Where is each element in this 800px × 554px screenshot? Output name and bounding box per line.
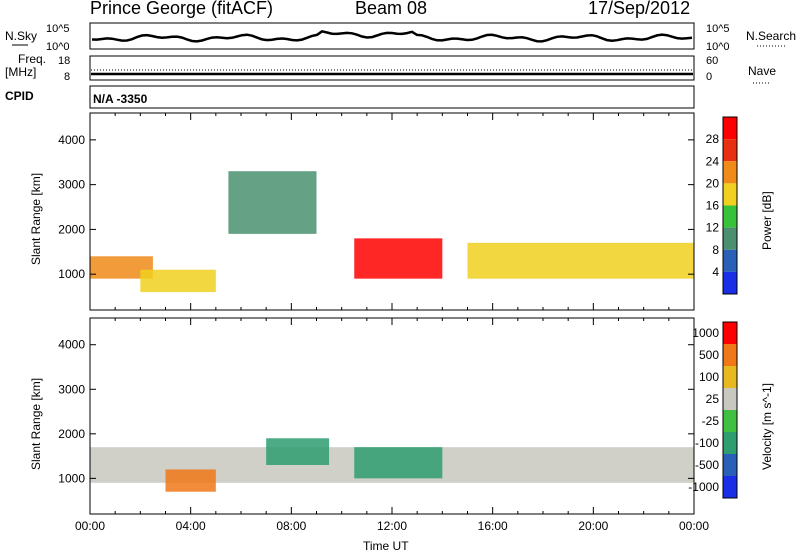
colorbar-tick-label: -25 xyxy=(702,414,720,428)
velocity-ylabel: Slant Range [km] xyxy=(29,378,43,470)
y-tick-label: 4000 xyxy=(58,338,85,352)
y-tick-label: 3000 xyxy=(58,382,85,396)
x-tick-label: 04:00 xyxy=(176,519,206,533)
freq-frame xyxy=(89,55,695,81)
power-cbar-label: Power [dB] xyxy=(760,191,774,250)
data-region xyxy=(467,242,694,279)
freq-rtick-top: 60 xyxy=(706,55,718,67)
colorbar-tick-label: 4 xyxy=(712,265,719,279)
colorbar-swatch xyxy=(723,205,737,228)
nsky-trace xyxy=(91,29,693,43)
y-tick-label: 2000 xyxy=(58,427,85,441)
freq-label-line1: Freq. xyxy=(18,52,46,66)
x-tick-label: 08:00 xyxy=(276,519,306,533)
freq-label-line2: [MHz] xyxy=(5,65,36,79)
nsky-frame xyxy=(89,22,695,50)
power-ylabel: Slant Range [km] xyxy=(29,173,43,265)
colorbar-tick-label: 100 xyxy=(699,370,719,384)
cpid-value: N/A -3350 xyxy=(93,92,148,106)
colorbar-tick-label: -1000 xyxy=(688,480,719,494)
velocity-cells xyxy=(90,438,694,492)
x-tick-label: 20:00 xyxy=(578,519,608,533)
power-cells xyxy=(90,171,694,293)
nave-label: Nave xyxy=(748,64,776,78)
power-xticks xyxy=(89,113,695,310)
colorbar-swatch xyxy=(723,249,737,272)
x-tick-label: 12:00 xyxy=(377,519,407,533)
colorbar-tick-label: 8 xyxy=(712,243,719,257)
nsky-rtick-top: 10^5 xyxy=(706,23,730,35)
colorbar-swatch xyxy=(723,410,737,432)
date-title: 17/Sep/2012 xyxy=(588,0,690,18)
data-region xyxy=(354,238,443,279)
station-title: Prince George (fitACF) xyxy=(90,0,273,18)
colorbar-tick-label: -100 xyxy=(695,436,719,450)
y-tick-label: 1000 xyxy=(58,471,85,485)
data-region xyxy=(266,438,330,465)
data-region xyxy=(165,469,216,492)
velocity-yticks: 1000 2000 3000 4000 xyxy=(58,338,694,485)
colorbar-tick-label: 24 xyxy=(706,154,720,168)
nsky-panel: N.Sky 10^5 10^0 10^5 10^0 N.Search xyxy=(5,22,796,53)
colorbar-swatch xyxy=(723,454,737,476)
colorbar-swatch xyxy=(723,366,737,388)
colorbar-tick-label: 28 xyxy=(706,132,720,146)
colorbar-swatch xyxy=(723,476,737,498)
x-tick-label: 00:00 xyxy=(75,519,105,533)
data-region xyxy=(90,256,153,279)
y-tick-label: 2000 xyxy=(58,222,85,236)
nsearch-label: N.Search xyxy=(746,29,796,43)
velocity-xticks: 00:00 04:00 08:00 12:00 16:00 20:00 00:00 xyxy=(75,318,709,533)
colorbar-tick-label: 16 xyxy=(706,199,720,213)
colorbar-tick-label: 500 xyxy=(699,348,719,362)
colorbar-tick-label: 1000 xyxy=(692,326,719,340)
cpid-frame xyxy=(89,85,695,109)
power-yticks: 1000 2000 3000 4000 xyxy=(58,133,694,281)
y-tick-label: 3000 xyxy=(58,178,85,192)
colorbar-tick-label: 25 xyxy=(706,392,720,406)
freq-panel: Freq. [MHz] 18 8 60 0 Nave xyxy=(5,52,776,84)
cpid-panel: CPID N/A -3350 xyxy=(5,85,695,109)
colorbar-swatch xyxy=(723,344,737,366)
data-region xyxy=(228,171,317,234)
freq-ytick-bottom: 8 xyxy=(64,71,70,83)
colorbar-swatch xyxy=(723,322,737,344)
data-region xyxy=(140,269,216,293)
colorbar-swatch xyxy=(723,388,737,410)
colorbar-swatch xyxy=(723,183,737,206)
nsky-ytick-bottom: 10^0 xyxy=(46,41,70,53)
x-tick-label: 00:00 xyxy=(679,519,709,533)
colorbar-swatch xyxy=(723,117,737,140)
colorbar-swatch xyxy=(723,432,737,454)
beam-title: Beam 08 xyxy=(355,0,427,18)
colorbar-swatch xyxy=(723,139,737,162)
colorbar-tick-label: -500 xyxy=(695,458,719,472)
colorbar-tick-label: 12 xyxy=(706,221,720,235)
freq-rtick-bottom: 0 xyxy=(706,71,712,83)
data-region xyxy=(354,447,443,479)
x-tick-label: 16:00 xyxy=(478,519,508,533)
nsky-rtick-bottom: 10^0 xyxy=(706,41,730,53)
colorbar-swatch xyxy=(723,227,737,250)
velocity-colorbar: 1000 500 100 25 -25 -100 -500 -1000 xyxy=(688,321,738,499)
x-axis-label: Time UT xyxy=(363,539,409,553)
power-colorbar: 4 8 12 16 20 24 28 xyxy=(706,116,738,295)
colorbar-frame xyxy=(722,116,738,295)
cpid-label: CPID xyxy=(5,89,34,103)
nsky-ytick-top: 10^5 xyxy=(46,23,70,35)
velocity-cbar-label: Velocity [m s^-1] xyxy=(760,383,774,470)
colorbar-swatch xyxy=(723,161,737,184)
y-tick-label: 4000 xyxy=(58,133,85,147)
colorbar-tick-label: 20 xyxy=(706,176,720,190)
nsky-label: N.Sky xyxy=(5,29,37,43)
y-tick-label: 1000 xyxy=(58,267,85,281)
power-panel: Slant Range [km] 1000 2000 3000 4000 4 8 12 16… xyxy=(29,112,774,311)
colorbar-frame xyxy=(722,321,738,499)
colorbar-swatch xyxy=(723,271,737,294)
freq-ytick-top: 18 xyxy=(58,55,70,67)
